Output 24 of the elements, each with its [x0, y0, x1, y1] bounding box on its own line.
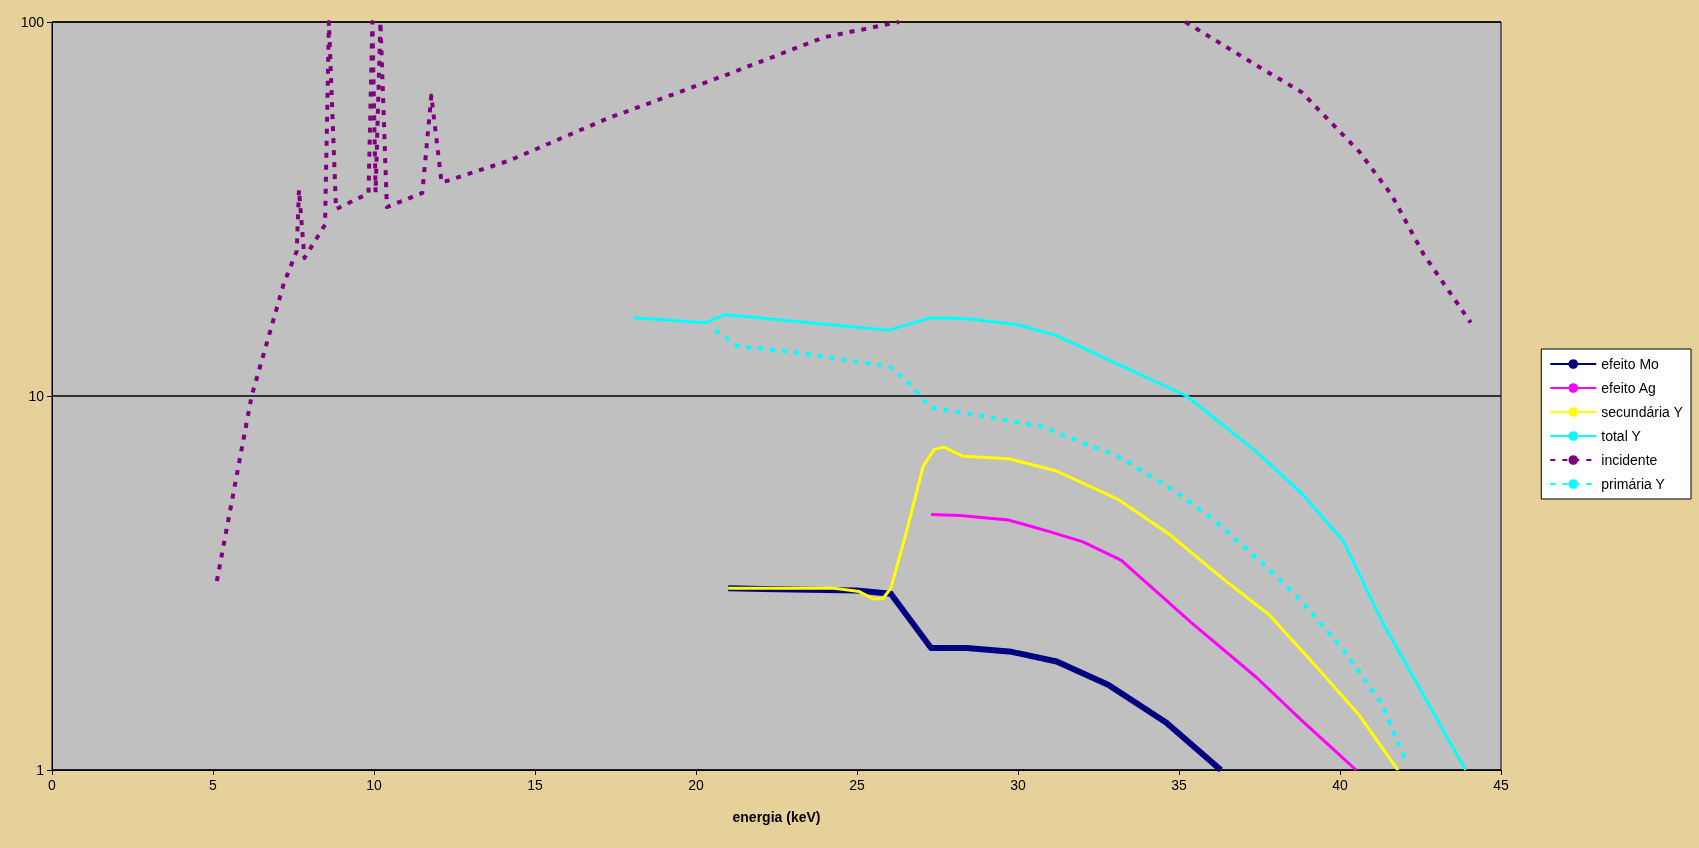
legend-label: primária Y [1601, 476, 1666, 492]
line-series [713, 328, 1407, 760]
x-tick-label: 35 [1171, 777, 1187, 793]
legend-label: incidente [1601, 452, 1658, 468]
legend-label: efeito Ag [1601, 380, 1656, 396]
x-tick-label: 15 [527, 777, 543, 793]
line-series [632, 313, 1468, 772]
x-tick-label: 5 [209, 777, 218, 793]
x-axis-title: energia (keV) [732, 809, 821, 825]
y-tick-label: 100 [20, 14, 45, 30]
x-tick-label: 40 [1332, 777, 1348, 793]
line-series [929, 513, 1358, 772]
x-tick-label: 25 [849, 777, 865, 793]
legend-label: secundária Y [1601, 404, 1684, 420]
x-tick-label: 0 [48, 777, 57, 793]
x-tick-label: 20 [688, 777, 704, 793]
x-tick-label: 10 [366, 777, 382, 793]
y-tick-label: 1 [36, 762, 45, 778]
x-tick-label: 45 [1493, 777, 1509, 793]
legend-label: efeito Mo [1601, 356, 1660, 372]
x-tick-label: 30 [1010, 777, 1026, 793]
line-series [726, 445, 1400, 772]
y-tick-label: 10 [28, 388, 45, 404]
legend-label: total Y [1601, 428, 1642, 444]
